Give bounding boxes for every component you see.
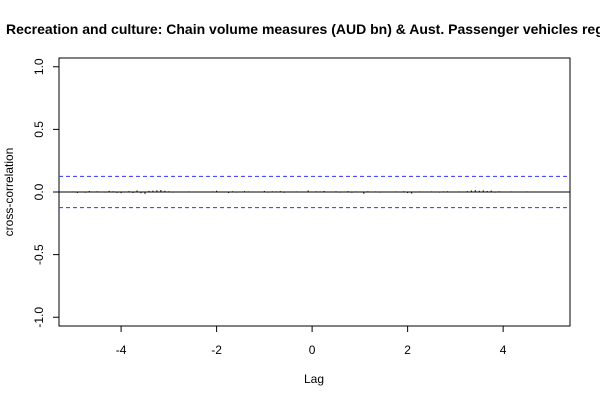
- confidence-band-group: [59, 175, 570, 209]
- x-tick-label: -2: [211, 343, 222, 357]
- y-tick-label: 1.0: [32, 58, 46, 75]
- y-tick-label: 0.0: [32, 183, 46, 200]
- x-tick-label: 0: [309, 343, 316, 357]
- x-axis-label: Lag: [304, 372, 324, 386]
- y-tick-label: -1.0: [32, 307, 46, 328]
- x-axis: -4 -2 0 2 4: [116, 326, 507, 357]
- y-tick-label: -0.5: [32, 244, 46, 265]
- y-axis-label: cross-correlation: [2, 148, 16, 237]
- x-tick-label: 4: [500, 343, 507, 357]
- y-tick-label: 0.5: [32, 121, 46, 138]
- correlation-bars: [72, 189, 552, 194]
- y-axis: -1.0 -0.5 0.0 0.5 1.0: [32, 58, 59, 328]
- x-tick-label: 2: [404, 343, 411, 357]
- chart-title: Recreation and culture: Chain volume mea…: [6, 21, 600, 37]
- x-tick-label: -4: [116, 343, 127, 357]
